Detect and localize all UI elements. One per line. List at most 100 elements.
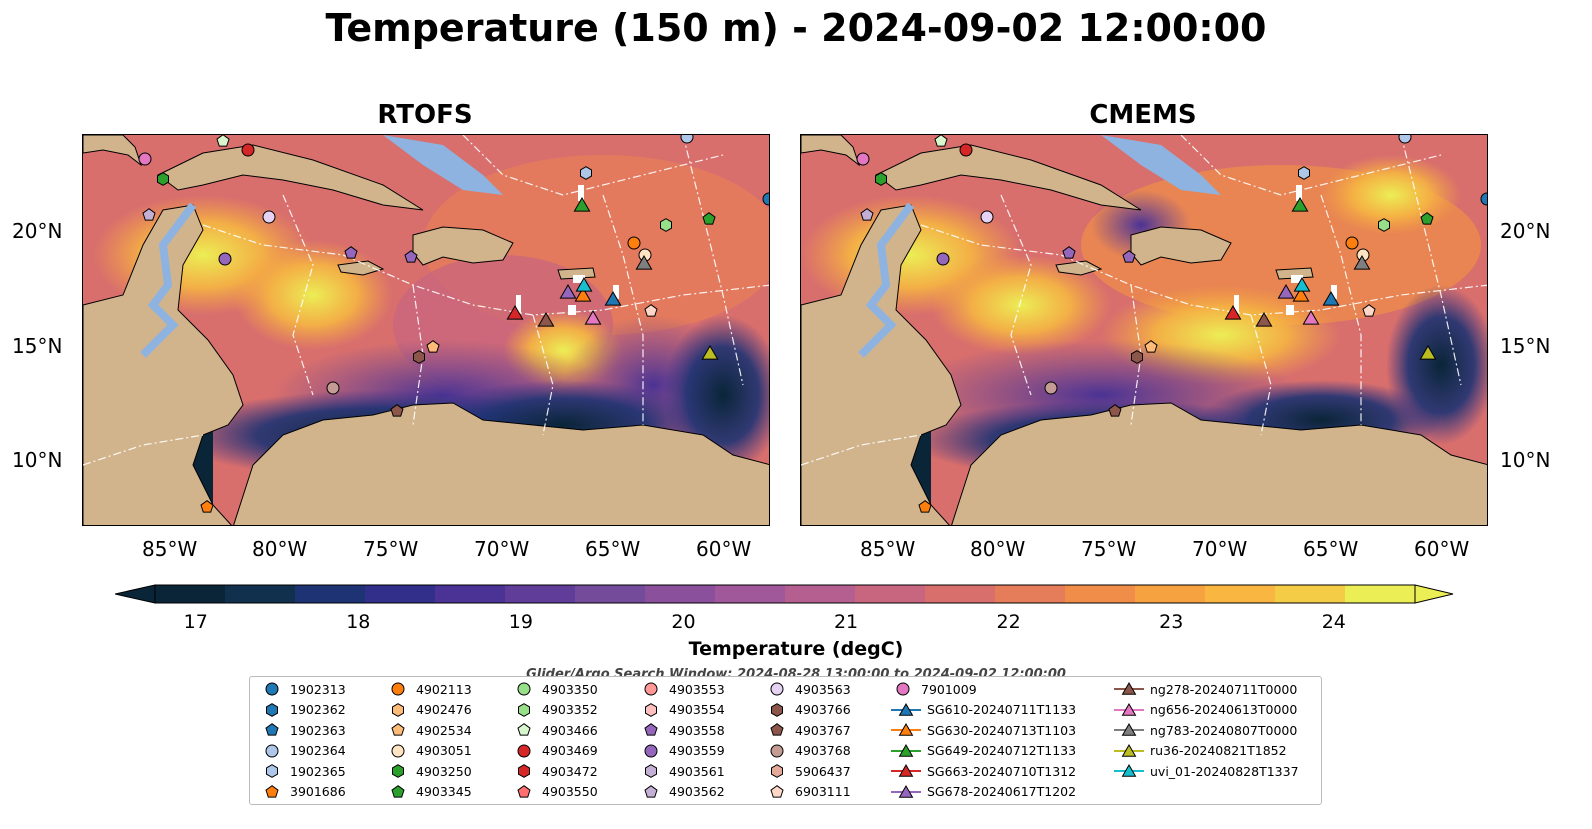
glider-marker [701,345,719,360]
colorbar-segment [715,585,786,603]
pentagon-marker-icon [391,723,405,736]
legend-item-label: 4903767 [795,722,851,738]
legend-item: SG649-20240712T1133 [891,742,1076,760]
legend-item: 4903550 [512,783,598,801]
colorbar-extend-high [1414,584,1454,604]
legend-item-label: 4903051 [416,743,472,758]
lat-label-15n-left: 15°N [12,334,63,358]
triangle-marker-icon [1114,723,1144,736]
legend-item: 4903352 [512,701,598,719]
glider-marker [1277,284,1295,299]
legend-item-label: 1902365 [290,763,346,779]
argo-float-marker [218,252,232,266]
legend-item-label: 5906437 [795,763,851,779]
lon-label-65w-right: 65°W [1303,537,1359,561]
glider-marker [506,305,524,320]
argo-float-marker [138,152,152,166]
legend-item: 1902365 [260,762,346,780]
colorbar-segment [365,585,436,603]
lon-label-85w-right: 85°W [860,537,916,561]
colorbar-segment [785,585,856,603]
argo-float-marker [875,172,887,186]
argo-float-marker [326,381,340,395]
legend-item-label: 4903345 [416,784,472,799]
legend-item: 4902534 [386,721,472,739]
colorbar-segment [505,585,576,603]
hexagon-marker-icon [518,702,530,717]
glider-marker [575,277,593,292]
colorbar-tick-label: 17 [183,611,208,633]
hexagon-marker-icon [645,702,657,717]
legend-item: 4903469 [512,742,598,760]
legend-item-label: 4903553 [669,681,725,697]
argo-float-marker [1298,166,1310,180]
argo-float-marker [627,236,641,250]
pentagon-marker-icon [265,723,279,736]
legend-item: 4903766 [765,701,851,719]
argo-float-marker [157,172,169,186]
argo-float-marker [1398,135,1412,144]
legend-item: 1902362 [260,701,346,719]
legend-item-label: 4902113 [416,681,472,697]
legend-item-label: 4903561 [669,763,725,779]
argo-float-marker [216,135,230,147]
circle-marker-icon [265,682,279,696]
argo-float-marker [344,246,358,259]
glider-marker [1255,312,1273,327]
colorbar-segment [1205,585,1276,603]
triangle-marker-icon [891,764,921,777]
pentagon-marker-icon [391,784,405,798]
legend-item-label: 4903469 [542,743,598,758]
legend-item: 4903250 [386,762,472,780]
legend-item-label: SG678-20240617T1202 [927,784,1077,799]
lat-label-10n-right: 10°N [1500,448,1551,472]
pentagon-marker-icon [644,784,658,798]
circle-marker-icon [265,744,279,757]
argo-float-marker [1420,212,1434,225]
panel-title-rtofs: RTOFS [377,100,473,130]
legend: 1902313 1902362 1902363 1902364 1902365 39016… [249,676,1322,805]
glider-marker [1419,345,1437,360]
colorbar-tick-label: 20 [671,611,696,633]
legend-item-label: 4903563 [795,681,851,697]
colorbar-segment [435,585,506,603]
argo-float-marker [426,340,440,353]
legend-item-label: ru36-20240821T1852 [1150,743,1287,758]
legend-item-label: 4903550 [542,784,598,799]
triangle-marker-icon [1114,764,1144,777]
argo-float-marker [1480,192,1487,206]
triangle-marker-icon [891,784,921,798]
colorbar-segment [855,585,926,603]
argo-float-marker [1062,246,1076,259]
argo-float-marker [580,166,592,180]
glider-marker [537,312,555,327]
pentagon-marker-icon [517,723,531,736]
lat-label-10n-left: 10°N [12,448,63,472]
legend-item: uvi_01-20240828T1337 [1114,762,1299,780]
legend-item-label: ng656-20240613T0000 [1150,702,1298,717]
hexagon-marker-icon [771,764,783,778]
argo-float-marker [644,304,658,317]
legend-item: 7901009 [891,680,977,698]
argo-float-marker [1378,218,1390,232]
legend-item: 4903559 [639,742,725,760]
argo-float-marker [918,500,932,513]
legend-item: 4903472 [512,762,598,780]
legend-item-label: 1902363 [290,722,346,738]
triangle-marker-icon [1114,702,1144,716]
legend-item-label: 4903554 [669,702,725,717]
glider-marker [1302,310,1320,325]
hexagon-marker-icon [771,702,783,717]
argo-float-marker [1144,340,1158,353]
glider-marker [1291,197,1309,212]
legend-item-label: 4902534 [416,722,472,738]
glider-marker [1292,287,1310,302]
triangle-marker-icon [1114,682,1144,695]
lat-label-20n-right: 20°N [1500,219,1551,243]
legend-item: 1902364 [260,742,346,760]
legend-item: SG610-20240711T1133 [891,701,1076,719]
triangle-marker-icon [1114,743,1144,757]
legend-item-label: 4903766 [795,702,851,717]
argo-float-marker [702,212,716,225]
glider-marker [584,310,602,325]
